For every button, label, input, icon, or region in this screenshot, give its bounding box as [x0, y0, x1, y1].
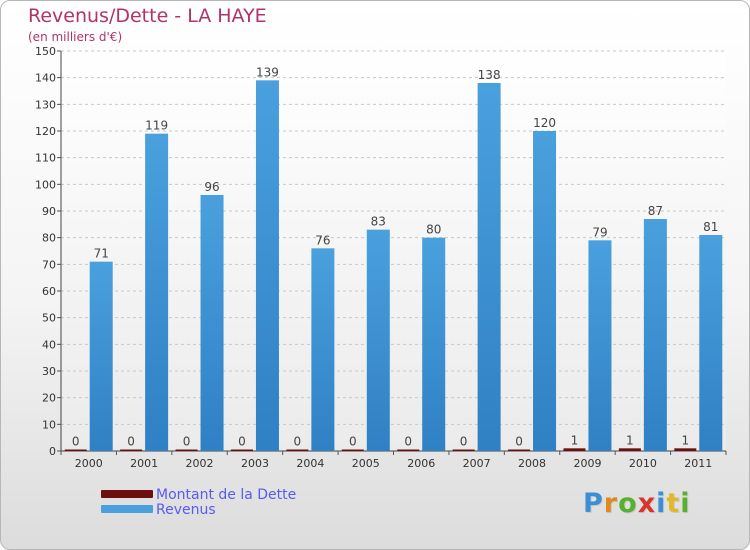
y-tick-label: 140: [35, 72, 56, 85]
logo-letter: o: [618, 488, 638, 519]
logo-letter: P: [583, 488, 604, 519]
revenue-value-label: 83: [371, 215, 386, 229]
x-tick-label: 2004: [296, 457, 324, 470]
debt-bar: [508, 449, 531, 451]
x-tick-label: 2007: [463, 457, 491, 470]
logo-letter: t: [666, 488, 681, 519]
debt-value-label: 0: [127, 435, 135, 449]
debt-bar: [341, 449, 364, 451]
debt-bar: [120, 449, 143, 451]
revenue-value-label: 87: [648, 204, 663, 218]
y-tick-label: 0: [49, 445, 56, 458]
debt-value-label: 0: [515, 435, 523, 449]
logo-letter: r: [603, 488, 619, 519]
y-tick-label: 80: [42, 232, 56, 245]
debt-value-label: 1: [681, 433, 689, 447]
legend-label-revenue: Revenus: [156, 502, 216, 518]
y-tick-label: 50: [42, 312, 56, 325]
debt-value-label: 0: [460, 435, 468, 449]
revenue-value-label: 80: [426, 223, 441, 237]
debt-bar: [618, 448, 641, 451]
legend-label-debt: Montant de la Dette: [156, 487, 297, 503]
plot-area: [61, 51, 726, 451]
revenue-bar: [643, 219, 667, 451]
debt-value-label: 0: [349, 435, 357, 449]
y-tick-label: 40: [42, 338, 56, 351]
debt-value-label: 1: [626, 433, 634, 447]
revenue-value-label: 119: [145, 119, 168, 133]
debt-bar: [397, 449, 420, 451]
chart-subtitle: (en milliers d'€): [28, 30, 123, 44]
y-tick-label: 20: [42, 392, 56, 405]
x-tick-label: 2001: [130, 457, 158, 470]
logo-letter: i: [680, 488, 691, 519]
revenue-value-label: 81: [703, 220, 718, 234]
y-tick-label: 30: [42, 365, 56, 378]
legend-swatch-debt: [101, 490, 153, 498]
proxiti-logo: Proxiti: [583, 488, 691, 519]
debt-value-label: 0: [404, 435, 412, 449]
revenue-bar: [145, 133, 169, 451]
y-tick-label: 70: [42, 258, 56, 271]
revenue-value-label: 96: [204, 180, 219, 194]
debt-value-label: 0: [183, 435, 191, 449]
x-tick-label: 2005: [352, 457, 380, 470]
debt-value-label: 0: [294, 435, 302, 449]
x-tick-label: 2010: [629, 457, 657, 470]
debt-bar: [452, 449, 475, 451]
revenue-value-label: 138: [478, 68, 501, 82]
y-tick-label: 120: [35, 125, 56, 138]
y-tick-label: 110: [35, 152, 56, 165]
y-tick-label: 60: [42, 285, 56, 298]
revenue-value-label: 79: [592, 225, 607, 239]
y-tick-label: 90: [42, 205, 56, 218]
x-tick-label: 2002: [186, 457, 214, 470]
revenue-bar: [422, 237, 446, 451]
revenue-value-label: 76: [315, 233, 330, 247]
y-tick-label: 100: [35, 178, 56, 191]
revenue-bar: [89, 261, 113, 451]
x-tick-label: 2009: [573, 457, 601, 470]
debt-bar: [563, 448, 586, 451]
revenue-bar: [366, 229, 390, 451]
revenue-value-label: 139: [256, 65, 279, 79]
revenue-value-label: 120: [533, 116, 556, 130]
debt-bar: [674, 448, 697, 451]
debt-bar: [230, 449, 253, 451]
y-tick-label: 130: [35, 98, 56, 111]
revenue-value-label: 71: [94, 247, 109, 261]
y-tick-label: 150: [35, 45, 56, 58]
x-tick-label: 2008: [518, 457, 546, 470]
revenue-bar: [477, 83, 501, 451]
revenue-bar: [588, 240, 612, 451]
debt-bar: [175, 449, 198, 451]
debt-value-label: 0: [238, 435, 246, 449]
debt-value-label: 0: [72, 435, 80, 449]
debt-bar: [286, 449, 309, 451]
revenue-bar: [200, 195, 224, 451]
y-tick-label: 10: [42, 418, 56, 431]
legend-swatch-revenue: [101, 505, 153, 513]
debt-bar: [64, 449, 87, 451]
logo-letter: i: [656, 488, 667, 519]
logo-letter: x: [637, 488, 657, 519]
revenue-bar: [699, 235, 723, 451]
x-tick-label: 2006: [407, 457, 435, 470]
x-tick-label: 2000: [75, 457, 103, 470]
x-tick-label: 2003: [241, 457, 269, 470]
revenue-bar: [255, 80, 279, 451]
debt-value-label: 1: [571, 433, 579, 447]
revenue-bar: [311, 248, 335, 451]
x-tick-label: 2011: [684, 457, 712, 470]
chart-title: Revenus/Dette - LA HAYE: [28, 5, 267, 27]
revenue-bar: [533, 131, 557, 451]
